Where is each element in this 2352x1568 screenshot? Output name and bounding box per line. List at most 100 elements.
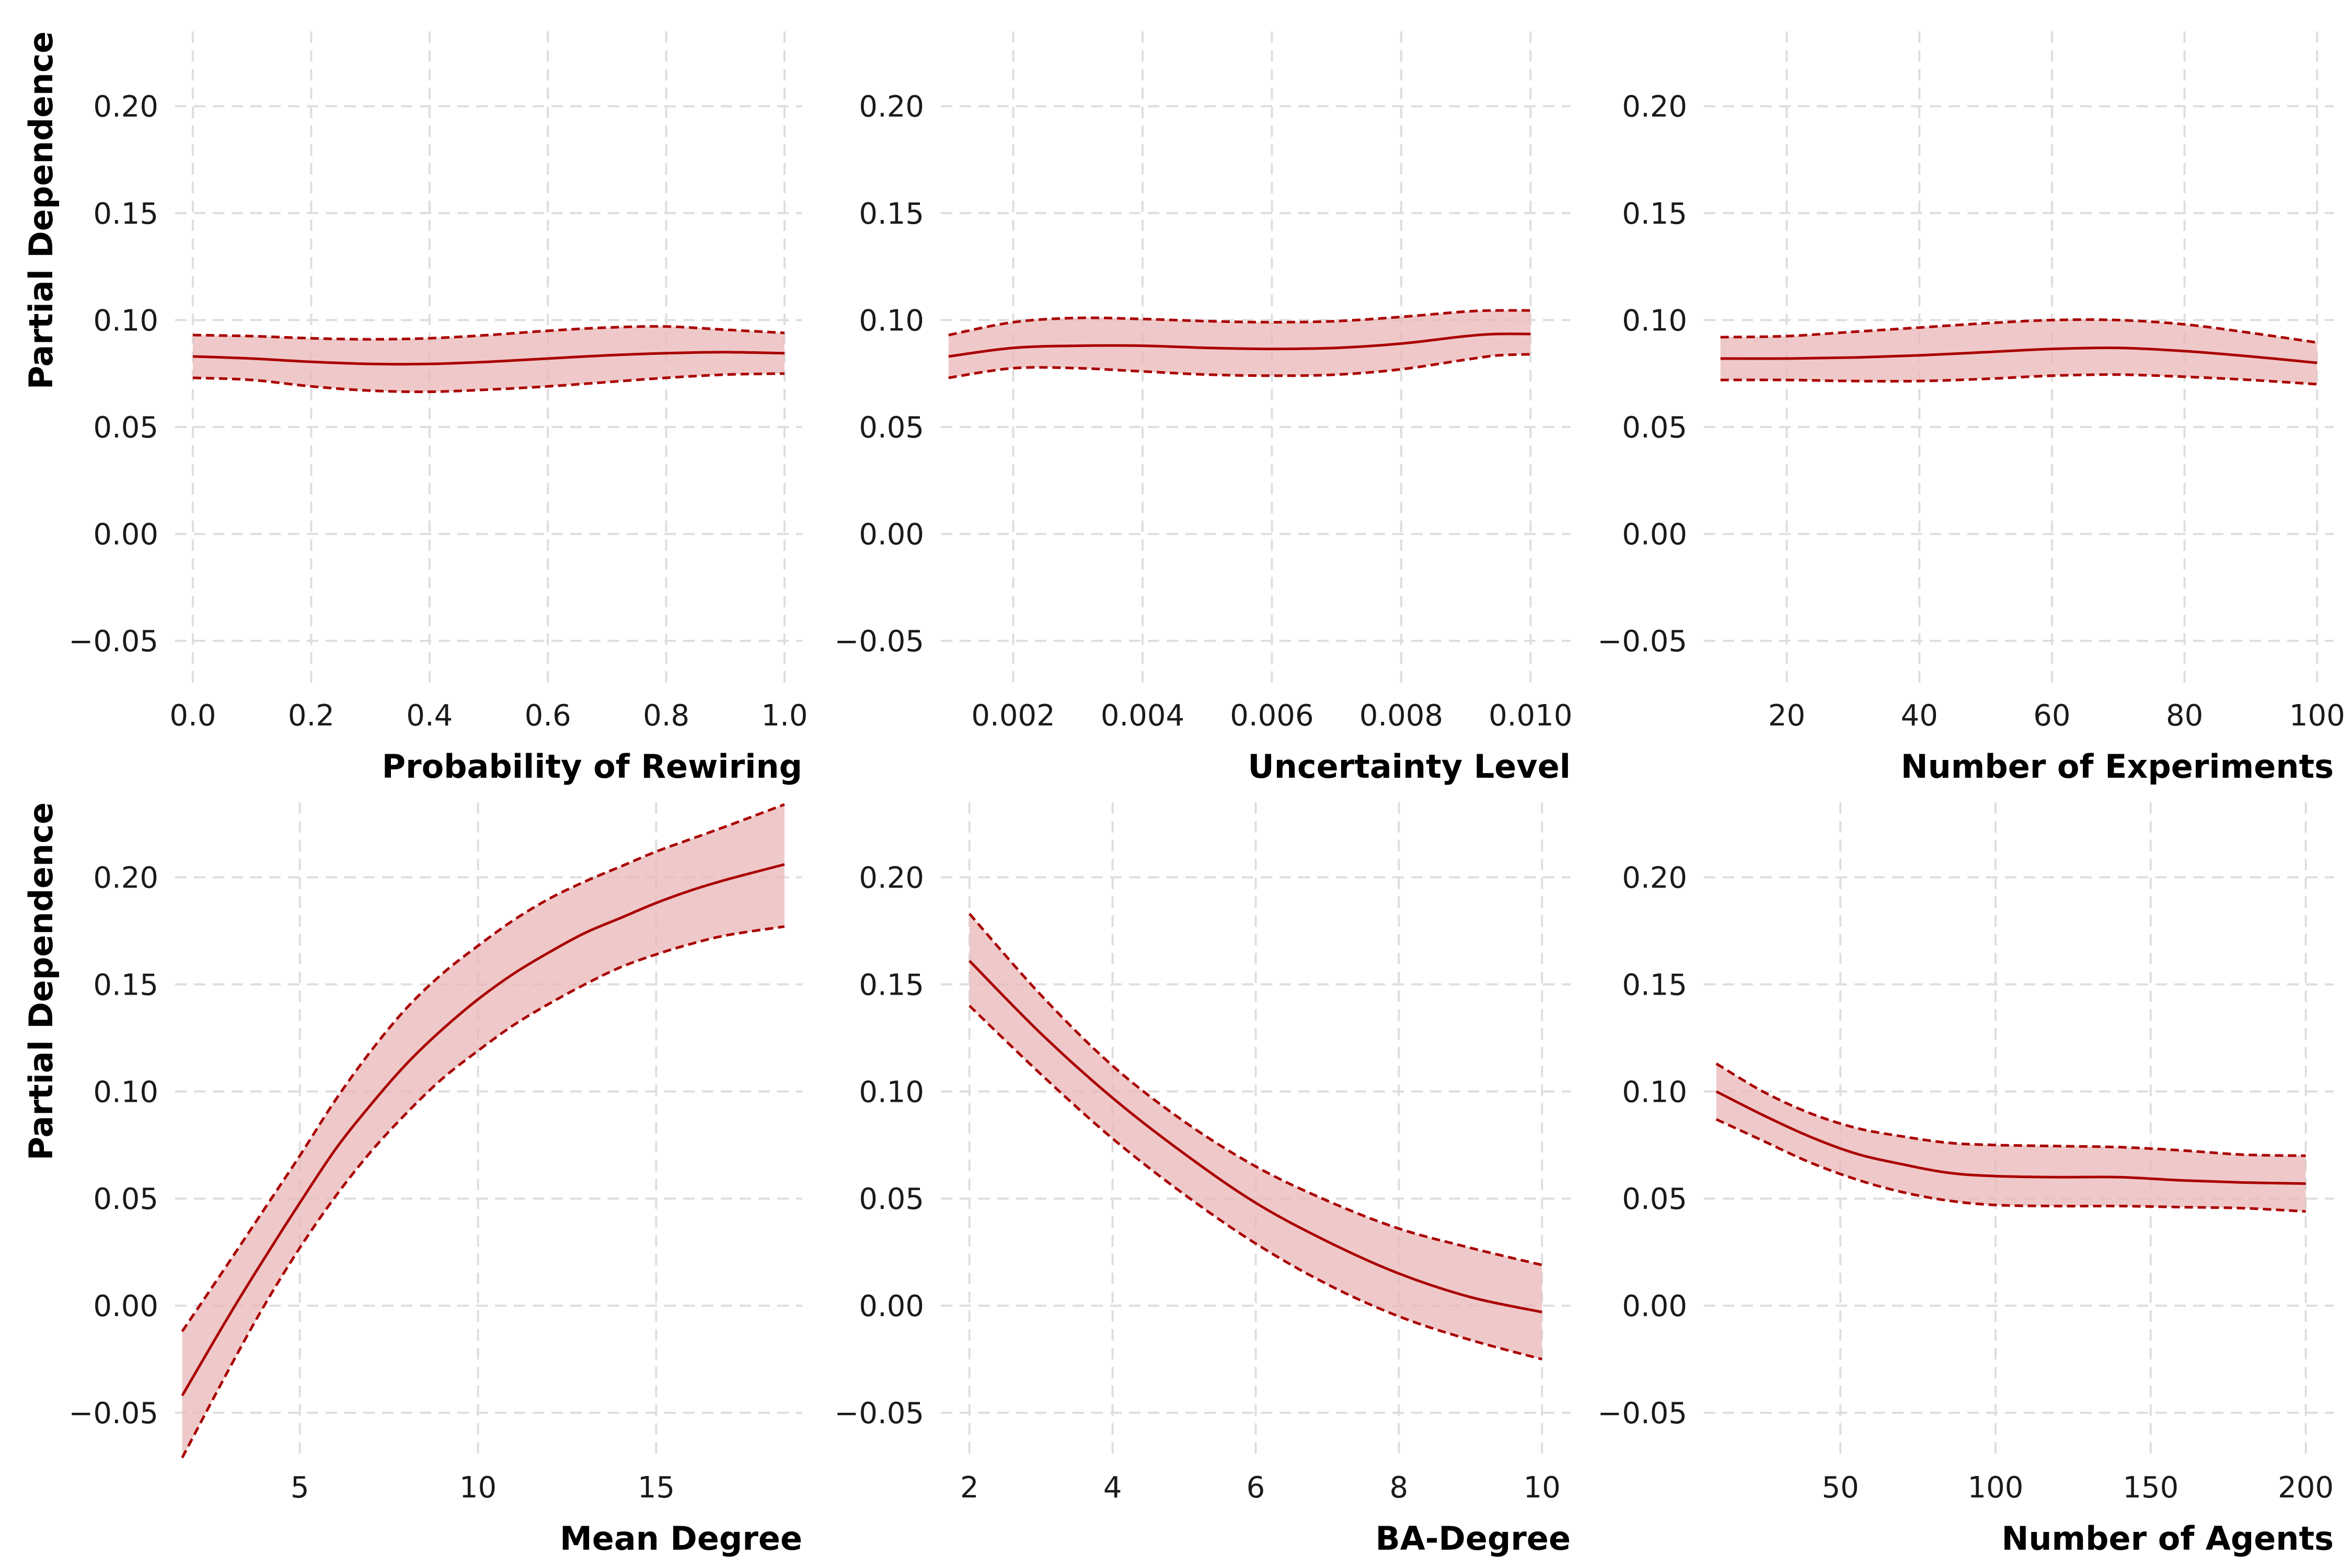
y-tick-label: 0.15 [93,968,158,1002]
y-tick-label: 0.00 [1622,1289,1687,1323]
x-axis-label: Mean Degree [560,1519,802,1558]
x-tick-label: 5 [291,1471,309,1505]
upper-bound-line [1715,1062,2306,1157]
x-tick-label: 10 [1524,1471,1561,1505]
x-tick-label: 150 [2123,1471,2178,1505]
panel-5: 2 4 6 8 10 −0.05 0.00 0.05 0.10 0.15 0.20 BA-Degree [834,802,1571,1558]
y-tick-label: 0.15 [859,197,924,231]
y-tick-label: 0.10 [1622,1075,1687,1109]
x-tick-label: 0.002 [971,699,1055,733]
y-axis-label: Partial Dependence [22,31,60,389]
panel-6: 50 100 150 200 −0.05 0.00 0.05 0.10 0.15 0.20 Numb… [1597,802,2334,1558]
y-tick-label: 0.20 [859,90,924,124]
y-tick-label: 0.10 [93,1075,158,1109]
y-tick-label: 0.05 [1622,1182,1687,1216]
y-tick-label: 0.00 [93,518,158,552]
x-tick-label: 100 [1968,1471,2024,1505]
x-tick-label: 0.006 [1230,699,1313,733]
x-tick-label: 15 [638,1471,675,1505]
y-tick-label: −0.05 [68,1397,158,1431]
y-tick-label: 0.00 [859,1289,924,1323]
y-tick-label: 0.10 [859,1075,924,1109]
x-tick-label: 8 [1390,1471,1409,1505]
panel-3: 20 40 60 80 100 −0.05 0.00 0.05 0.10 0.15 0.20 Numb… [1597,31,2345,786]
y-tick-label: 0.10 [859,304,924,338]
x-tick-label: 2 [960,1471,979,1505]
y-tick-label: 0.00 [93,1289,158,1323]
confidence-band [182,804,785,1458]
y-tick-label: −0.05 [834,1397,924,1431]
x-tick-label: 0.0 [169,699,216,733]
x-tick-label: 0.010 [1489,699,1572,733]
mean-line [181,863,785,1397]
upper-bound-line [181,803,785,1332]
x-axis-label: Probability of Rewiring [382,747,802,786]
lower-bound-line [1720,373,2318,386]
confidence-band [969,914,1542,1359]
y-tick-label: 0.05 [1622,411,1687,445]
lower-bound-line [1715,1118,2306,1213]
x-tick-label: 40 [1901,699,1938,733]
y-tick-label: 0.05 [859,1182,924,1216]
y-tick-label: 0.10 [1622,304,1687,338]
lower-bound-line [969,1005,1542,1361]
y-tick-label: 0.05 [93,411,158,445]
mean-line [948,332,1531,358]
y-tick-label: 0.05 [93,1182,158,1216]
x-tick-label: 0.8 [643,699,689,733]
x-tick-label: 0.004 [1101,699,1184,733]
panel-1: 0.0 0.2 0.4 0.6 0.8 1.0 −0.05 0.00 0.05 0.10 0.15 0… [22,31,808,786]
x-tick-label: 50 [1822,1471,1859,1505]
mean-line [1720,346,2318,364]
mean-line [969,960,1542,1313]
confidence-band [193,326,785,392]
x-tick-label: 60 [2033,699,2070,733]
x-tick-label: 1.0 [762,699,808,733]
y-tick-label: −0.05 [1597,1397,1687,1431]
panel-2: 0.002 0.004 0.006 0.008 0.010 −0.05 0.00 0.05 0.… [834,31,1572,786]
mean-line [192,351,785,366]
upper-bound-line [192,325,785,341]
x-axis-label: Uncertainty Level [1248,747,1571,786]
y-tick-label: 0.10 [93,304,158,338]
x-tick-label: 0.008 [1359,699,1443,733]
y-tick-label: 0.15 [93,197,158,231]
y-tick-label: 0.15 [1622,968,1687,1002]
lower-bound-line [181,925,785,1459]
y-tick-label: 0.15 [859,968,924,1002]
y-tick-label: −0.05 [834,625,924,659]
x-tick-label: 200 [2278,1471,2334,1505]
x-tick-label: 100 [2289,699,2345,733]
y-tick-label: 0.05 [859,411,924,445]
y-tick-label: 0.20 [859,861,924,895]
y-tick-label: 0.20 [93,90,158,124]
panel-4: 5 10 15 −0.05 0.00 0.05 0.10 0.15 0.20 Mean Degre… [22,802,802,1558]
x-axis-label: Number of Agents [2002,1519,2334,1558]
x-tick-label: 0.2 [288,699,335,733]
mean-line [1715,1090,2306,1185]
x-tick-label: 6 [1247,1471,1265,1505]
x-tick-label: 20 [1768,699,1805,733]
upper-bound-line [1720,318,2318,344]
lower-bound-line [948,353,1531,379]
y-axis-label: Partial Dependence [22,802,60,1160]
x-tick-label: 0.4 [406,699,453,733]
y-tick-label: 0.15 [1622,197,1687,231]
y-tick-label: −0.05 [1597,625,1687,659]
confidence-band [1720,319,2318,385]
y-tick-label: 0.20 [1622,90,1687,124]
x-tick-label: 4 [1103,1471,1122,1505]
y-tick-label: 0.20 [93,861,158,895]
confidence-band [1716,1064,2306,1212]
x-axis-label: BA-Degree [1375,1519,1571,1558]
x-tick-label: 0.6 [525,699,571,733]
upper-bound-line [968,913,1542,1266]
upper-bound-line [948,309,1531,337]
y-tick-label: 0.00 [1622,518,1687,552]
y-tick-label: −0.05 [68,625,158,659]
x-tick-label: 10 [459,1471,497,1505]
y-tick-label: 0.00 [859,518,924,552]
y-tick-label: 0.20 [1622,861,1687,895]
x-axis-label: Number of Experiments [1901,747,2334,786]
